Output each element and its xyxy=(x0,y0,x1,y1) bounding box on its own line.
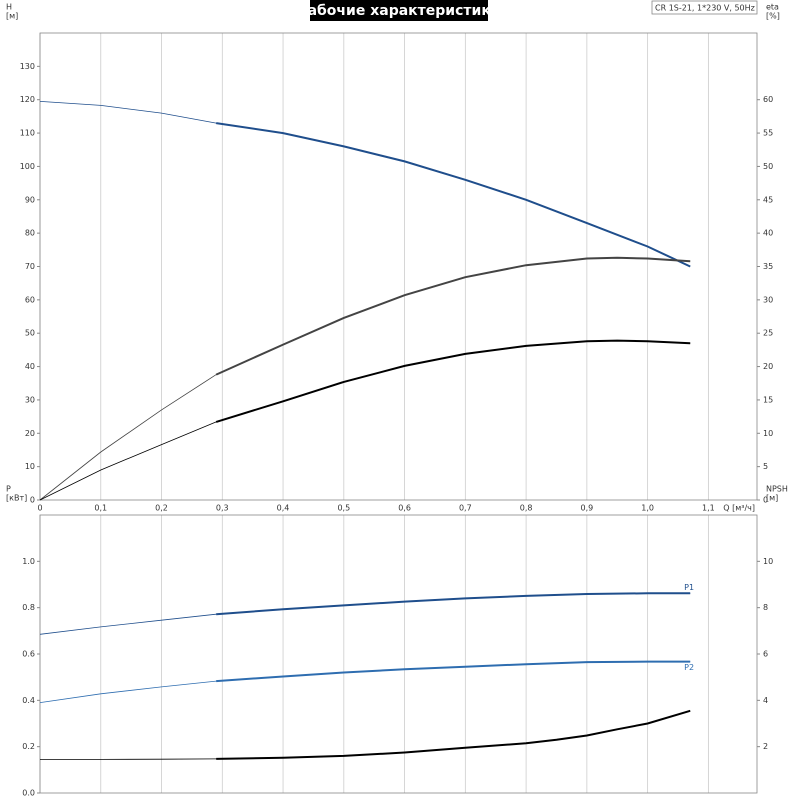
y-tick-label: 100 xyxy=(20,162,35,171)
y-tick-label: 120 xyxy=(20,95,35,104)
x-tick-label: 0,4 xyxy=(277,504,290,513)
x-tick-label: 0,2 xyxy=(155,504,168,513)
annotation-box xyxy=(651,0,758,15)
y2-tick-label: 25 xyxy=(763,329,773,338)
y2-tick-label: 40 xyxy=(763,229,773,238)
series-line-bold xyxy=(216,592,691,616)
y2-tick-label: 35 xyxy=(763,262,773,271)
y-tick-label: 0.2 xyxy=(22,742,35,751)
series-line xyxy=(39,257,691,501)
y2-tick-label: 60 xyxy=(763,95,773,104)
y2-tick-label: 10 xyxy=(763,557,773,566)
annotation: CR 1S-21, 1*230 V, 50Hz xyxy=(655,4,755,13)
x-tick-label: 0,1 xyxy=(94,504,107,513)
y2-tick-label: 5 xyxy=(763,462,768,471)
plot-frame xyxy=(39,514,758,794)
y-tick-label: 70 xyxy=(25,262,35,271)
plot-frame xyxy=(39,32,758,501)
y2-tick-label: 55 xyxy=(763,129,773,138)
series-label: P1 xyxy=(684,583,694,592)
series-line xyxy=(39,101,691,267)
y2-axis-label: eta xyxy=(766,3,779,12)
y-tick-label: 10 xyxy=(25,462,35,471)
y2-axis-unit: [м] xyxy=(766,494,778,503)
y-tick-label: 80 xyxy=(25,229,35,238)
y-axis-label: P xyxy=(6,485,11,494)
series-line xyxy=(39,340,691,501)
x-tick-label: 1,1 xyxy=(702,504,715,513)
series-line-bold xyxy=(215,256,691,376)
y-tick-label: 0 xyxy=(30,496,35,505)
x-tick-label: 0,3 xyxy=(216,504,229,513)
x-tick-label: 1,0 xyxy=(641,504,654,513)
y-tick-label: 30 xyxy=(25,395,35,404)
chart-title: Рабочие характеристики xyxy=(297,3,500,19)
y2-tick-label: 45 xyxy=(763,195,773,204)
series-line xyxy=(39,592,691,635)
y-tick-label: 90 xyxy=(25,195,35,204)
series-line-bold xyxy=(216,122,691,268)
y-tick-label: 40 xyxy=(25,362,35,371)
series-label: P2 xyxy=(684,663,694,672)
y-tick-label: 130 xyxy=(20,62,35,71)
y-tick-label: 60 xyxy=(25,295,35,304)
y-tick-label: 0.8 xyxy=(22,603,35,612)
y-tick-label: 50 xyxy=(25,329,35,338)
y2-tick-label: 10 xyxy=(763,429,773,438)
y2-tick-label: 50 xyxy=(763,162,773,171)
y2-axis-label: NPSH xyxy=(766,485,788,494)
x-axis-label: Q [м³/ч] xyxy=(723,504,755,513)
series-line-bold xyxy=(215,339,691,423)
x-tick-label: 0 xyxy=(37,504,42,513)
y2-tick-label: 15 xyxy=(763,395,773,404)
y2-tick-label: 6 xyxy=(763,650,768,659)
y2-tick-label: 4 xyxy=(763,696,768,705)
series-line-bold xyxy=(216,709,691,760)
x-tick-label: 0,6 xyxy=(398,504,411,513)
x-tick-label: 0,9 xyxy=(580,504,593,513)
x-tick-label: 0,8 xyxy=(520,504,533,513)
y-tick-label: 0.0 xyxy=(22,789,35,798)
y2-tick-label: 2 xyxy=(763,742,768,751)
y2-tick-label: 8 xyxy=(763,603,768,612)
y-axis-label: H xyxy=(6,3,12,12)
y2-axis-unit: [%] xyxy=(766,12,780,21)
y-tick-label: 0.4 xyxy=(22,696,35,705)
x-tick-label: 0,5 xyxy=(337,504,350,513)
y-tick-label: 20 xyxy=(25,429,35,438)
series-line-bold xyxy=(216,660,691,683)
y-axis-unit: [кВт] xyxy=(6,494,27,503)
title-box xyxy=(310,0,488,21)
y-tick-label: 1.0 xyxy=(22,557,35,566)
y2-tick-label: 20 xyxy=(763,362,773,371)
series-line xyxy=(39,661,691,703)
x-tick-label: 0,7 xyxy=(459,504,472,513)
y2-tick-label: 30 xyxy=(763,295,773,304)
y-axis-unit: [м] xyxy=(6,12,18,21)
y2-tick-label: 0 xyxy=(763,496,768,505)
y-tick-label: 110 xyxy=(20,129,35,138)
y-tick-label: 0.6 xyxy=(22,650,35,659)
